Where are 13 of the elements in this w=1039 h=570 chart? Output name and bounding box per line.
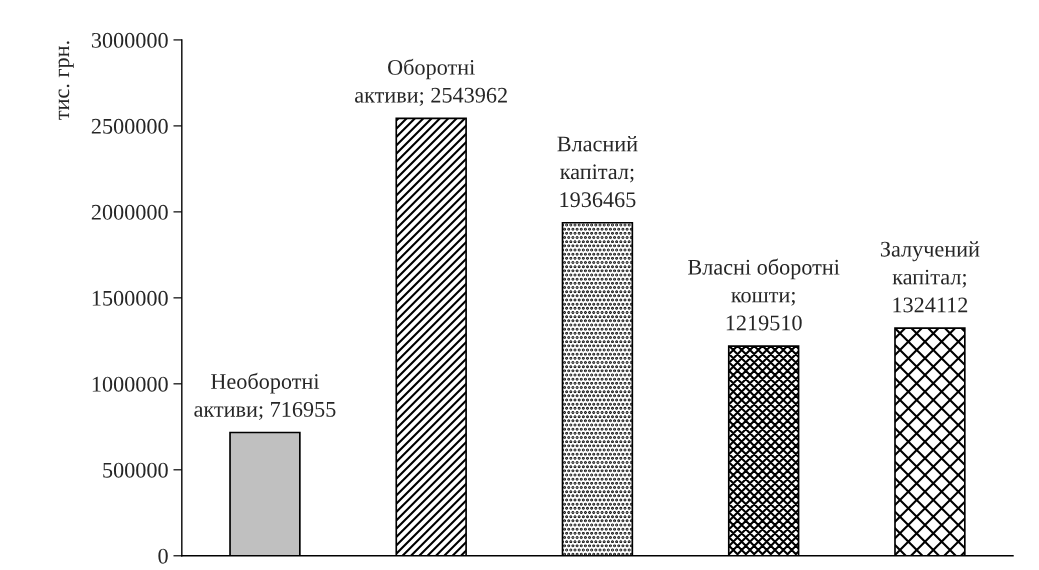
data-label: Необоротні активи; 716955 — [194, 372, 336, 421]
y-tick-label: 0 — [158, 548, 168, 564]
y-tick-label: 2500000 — [91, 118, 168, 134]
y-tick-label: 500000 — [103, 462, 168, 478]
y-tick-label: 3000000 — [91, 32, 168, 48]
y-axis-title: тис. грн. — [58, 41, 74, 120]
data-label: Залучений капітал; 1324112 — [880, 241, 980, 313]
data-label: Оборотні активи; 2543962 — [355, 58, 507, 106]
data-label: Власні оборотні кошти; 1219510 — [688, 258, 840, 331]
data-label: Власний капітал; 1936465 — [557, 135, 638, 208]
y-tick-label: 2000000 — [91, 204, 168, 220]
y-tick-label: 1000000 — [92, 376, 168, 392]
y-tick-label: 1500000 — [92, 290, 168, 306]
